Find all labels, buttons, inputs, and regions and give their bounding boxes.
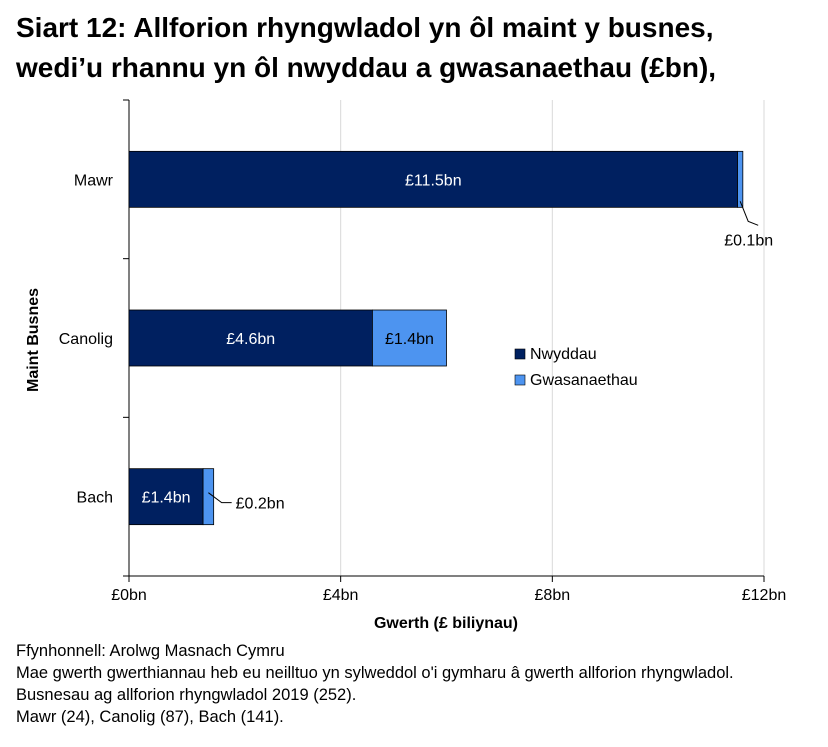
data-label-gwasanaethau-canolig: £1.4bn: [385, 331, 434, 348]
bar-gwasanaethau-canolig: [372, 309, 447, 367]
category-label-bach: Bach: [77, 490, 113, 507]
leader-line-gwasanaethau-bach: [208, 492, 232, 504]
chart-notes: Ffynhonnell: Arolwg Masnach Cymru Mae gw…: [16, 640, 734, 728]
legend: Nwyddau Gwasanaethau: [514, 346, 638, 389]
bar-nwyddau-bach: [128, 468, 204, 526]
note-unallocated: Mae gwerth gwerthiannau heb eu neilltuo …: [16, 664, 734, 682]
category-label-mawr: Mawr: [74, 172, 114, 189]
source-note: Ffynhonnell: Arolwg Masnach Cymru: [16, 642, 285, 660]
category-label-canolig: Canolig: [59, 331, 113, 348]
bars: [128, 150, 744, 526]
data-label-nwyddau-canolig: £4.6bn: [226, 331, 275, 348]
data-label-nwyddau-mawr: £11.5bn: [405, 172, 462, 189]
x-tick-label-0: £0bn: [111, 587, 147, 604]
x-axis-title: Gwerth (£ biliynau): [374, 615, 518, 632]
bar-gwasanaethau-mawr: [737, 150, 744, 208]
bar-chart: £0bn £4bn £8bn £12bn Mawr £11.5bn £0.1bn Canol…: [25, 99, 787, 632]
x-tick-label-3: £12bn: [742, 587, 787, 604]
legend-label-gwasanaethau: Gwasanaethau: [530, 372, 638, 389]
note-size-breakdown: Mawr (24), Canolig (87), Bach (141).: [16, 708, 284, 726]
y-axis-title: Maint Busnes: [25, 288, 42, 392]
x-tick-label-2: £8bn: [535, 587, 571, 604]
bar-nwyddau-mawr: [128, 150, 738, 208]
chart-title: Siart 12: Allforion rhyngwladol yn ôl ma…: [16, 8, 716, 88]
x-tick-label-1: £4bn: [323, 587, 359, 604]
note-business-count: Busnesau ag allforion rhyngwladol 2019 (…: [16, 686, 357, 704]
legend-swatch-nwyddau: [514, 348, 526, 360]
chart-title-line-1: Siart 12: Allforion rhyngwladol yn ôl ma…: [16, 12, 714, 43]
chart-title-line-2: wedi’u rhannu yn ôl nwyddau a gwasanaeth…: [16, 52, 717, 83]
data-labels: Mawr £11.5bn £0.1bn Canolig £4.6bn £1.4bn Bach…: [59, 172, 773, 512]
bar-gwasanaethau-bach: [202, 468, 215, 526]
data-label-nwyddau-bach: £1.4bn: [142, 490, 191, 507]
bar-nwyddau-canolig: [128, 309, 373, 367]
legend-label-nwyddau: Nwyddau: [530, 346, 597, 363]
data-label-gwasanaethau-mawr: £0.1bn: [724, 232, 773, 249]
legend-swatch-gwasanaethau: [514, 374, 526, 386]
leader-line-gwasanaethau-mawr: [739, 201, 759, 226]
data-label-gwasanaethau-bach: £0.2bn: [236, 496, 285, 513]
